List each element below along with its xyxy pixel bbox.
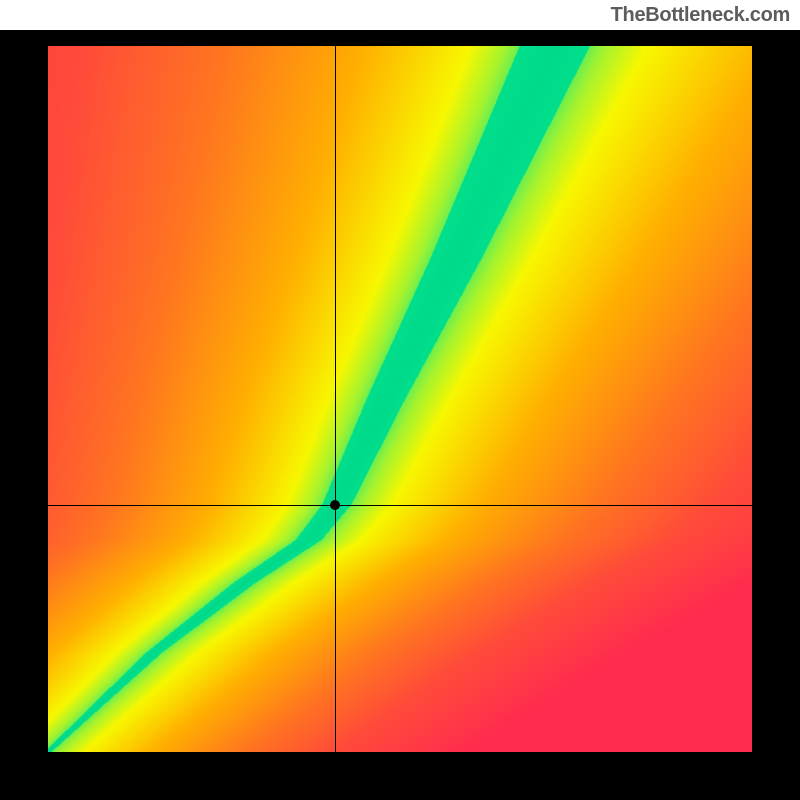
crosshair-point bbox=[330, 500, 340, 510]
root-container: TheBottleneck.com bbox=[0, 0, 800, 800]
heatmap-plot bbox=[48, 46, 752, 752]
crosshair-horizontal bbox=[48, 505, 752, 506]
heatmap-canvas bbox=[48, 46, 752, 752]
attribution-text: TheBottleneck.com bbox=[611, 4, 790, 27]
crosshair-vertical bbox=[335, 46, 336, 752]
chart-frame bbox=[0, 30, 800, 800]
